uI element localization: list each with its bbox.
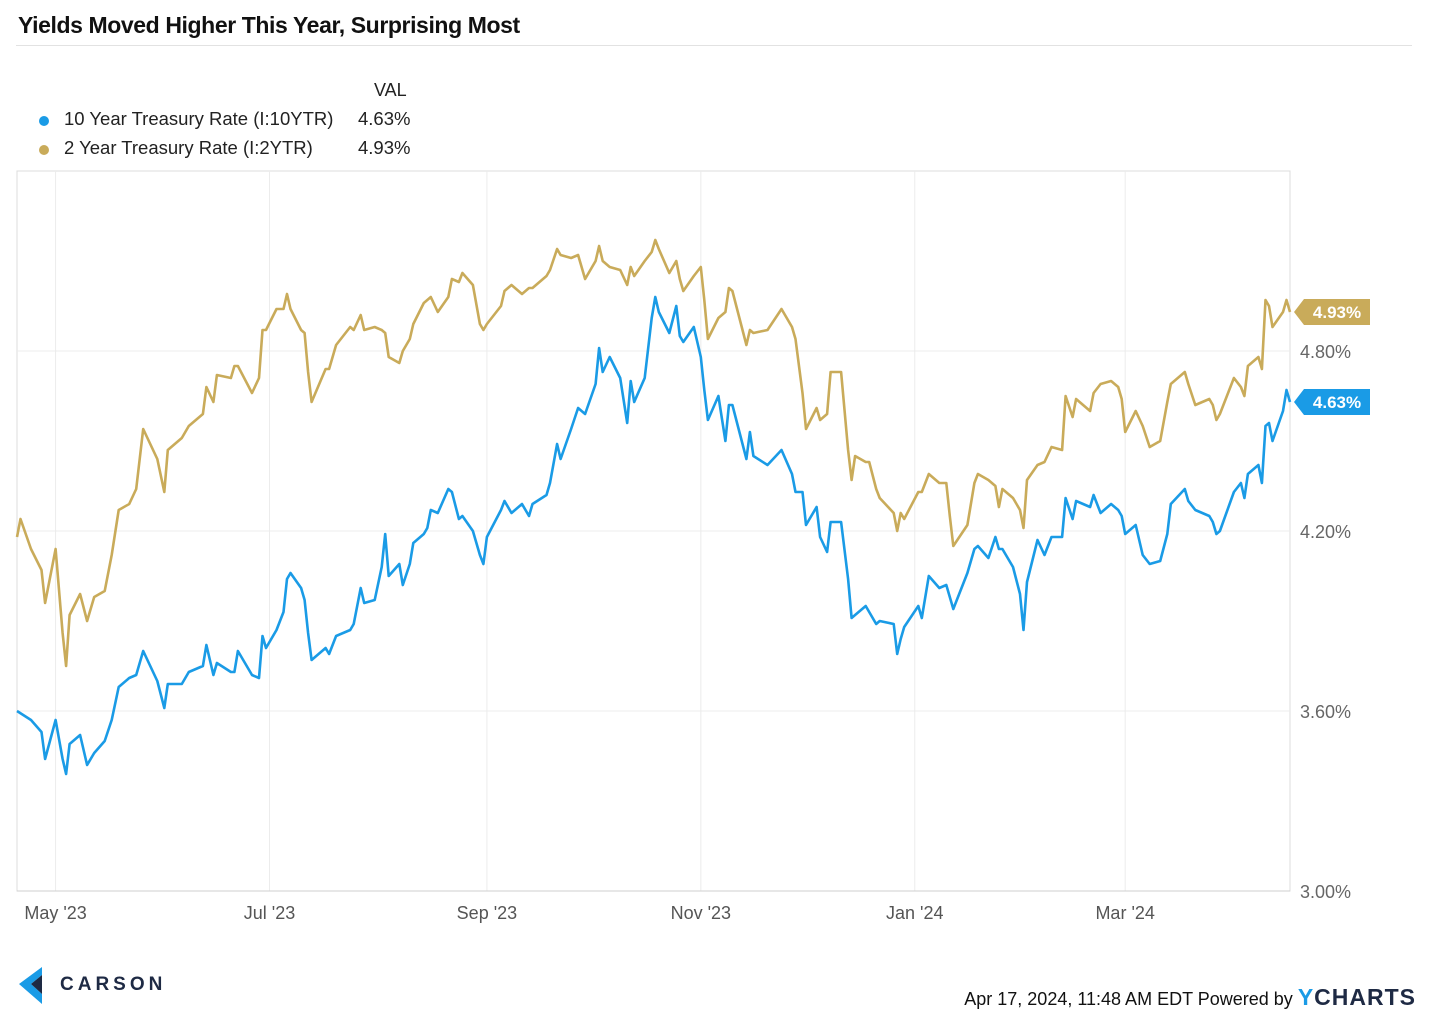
legend-label-2y: 2 Year Treasury Rate (I:2YTR) [64, 137, 313, 158]
series-end-label: 4.63% [1313, 393, 1361, 412]
ycharts-logo-y: Y [1297, 984, 1315, 1010]
timestamp: Apr 17, 2024, 11:48 AM EDT Powered by [964, 989, 1293, 1009]
x-tick-label: Nov '23 [671, 903, 731, 923]
carson-logo-icon [19, 967, 42, 1004]
x-tick-label: May '23 [24, 903, 86, 923]
series-line[interactable] [16, 295, 1292, 776]
x-tick-label: Mar '24 [1095, 903, 1154, 923]
x-tick-label: Jan '24 [886, 903, 943, 923]
legend-label-10y: 10 Year Treasury Rate (I:10YTR) [64, 108, 334, 129]
series-end-badge [1294, 299, 1370, 325]
legend-value-10y: 4.63% [358, 108, 411, 129]
chart-title: Yields Moved Higher This Year, Surprisin… [18, 12, 520, 38]
carson-logo: CARSON [18, 966, 198, 1006]
ycharts-logo[interactable]: YCHARTS [1298, 984, 1416, 1010]
ycharts-logo-rest: CHARTS [1314, 984, 1416, 1010]
title-divider [16, 45, 1412, 46]
series-end-label: 4.93% [1313, 303, 1361, 322]
x-tick-label: Sep '23 [457, 903, 518, 923]
legend-value-2y: 4.93% [358, 137, 411, 158]
footer-stamp: Apr 17, 2024, 11:48 AM EDT Powered by YC… [964, 984, 1416, 1011]
carson-logo-text: CARSON [60, 974, 167, 995]
y-tick-label: 4.20% [1300, 522, 1351, 542]
legend-value-header: VAL [374, 80, 407, 100]
legend-item-10y[interactable]: 10 Year Treasury Rate (I:10YTR) 4.63% [36, 108, 416, 134]
legend-item-2y[interactable]: 2 Year Treasury Rate (I:2YTR) 4.93% [36, 137, 416, 163]
y-tick-label: 4.80% [1300, 342, 1351, 362]
y-tick-label: 3.60% [1300, 702, 1351, 722]
series-line[interactable] [15, 238, 1292, 668]
x-tick-label: Jul '23 [244, 903, 295, 923]
y-tick-label: 3.00% [1300, 882, 1351, 902]
series-end-badge [1294, 389, 1370, 415]
legend-dot-2y-icon [39, 145, 49, 155]
legend-dot-10y-icon [39, 116, 49, 126]
